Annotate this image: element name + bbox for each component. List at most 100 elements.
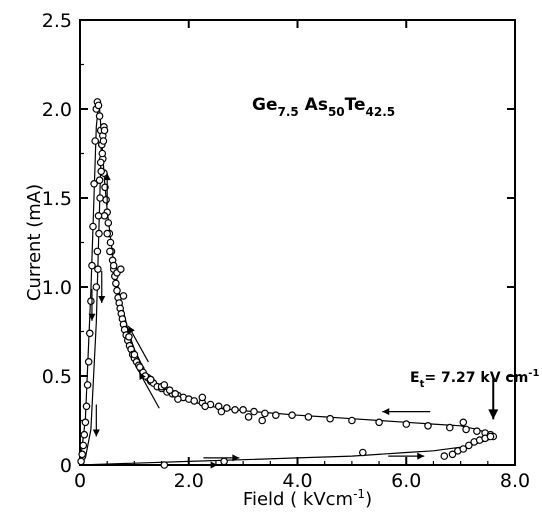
x-axis-label: Field ( kVcm-1) — [243, 487, 372, 510]
data-point — [99, 137, 108, 145]
arrow-head — [98, 296, 106, 303]
y-tick-label: 1.0 — [42, 277, 72, 299]
data-point — [358, 448, 367, 457]
data-point — [82, 402, 91, 411]
data-point — [160, 381, 169, 389]
y-tick-label: 2.0 — [42, 99, 72, 121]
data-point — [89, 222, 97, 231]
data-point — [97, 167, 106, 176]
data-point — [84, 357, 93, 366]
data-point — [88, 261, 96, 270]
data-point — [86, 329, 94, 338]
arrow-head — [417, 452, 425, 460]
data-point — [83, 381, 92, 389]
data-point — [77, 457, 85, 466]
data-point — [326, 414, 334, 423]
data-point — [112, 279, 120, 288]
data-point — [375, 418, 383, 427]
fit-curve-0 — [79, 100, 494, 466]
data-point — [486, 432, 495, 441]
data-point — [288, 411, 296, 420]
data-point — [146, 375, 155, 384]
data-point — [106, 247, 114, 256]
data-point — [201, 402, 209, 411]
data-point — [402, 420, 411, 428]
y-tick-label: 1.5 — [42, 188, 72, 210]
data-point — [258, 416, 267, 425]
data-point — [220, 457, 228, 466]
data-point — [198, 393, 207, 402]
data-point — [91, 137, 100, 145]
data-point — [464, 441, 473, 450]
data-point — [473, 427, 481, 436]
data-point — [348, 416, 356, 425]
data-point — [106, 238, 115, 247]
data-point — [94, 265, 102, 274]
data-point — [223, 404, 231, 412]
data-point — [165, 386, 174, 395]
data-point — [95, 229, 103, 238]
data-point — [95, 176, 104, 185]
arrow-head — [210, 461, 218, 469]
data-point — [113, 286, 121, 295]
data-point — [117, 265, 125, 274]
data-point — [96, 194, 104, 202]
data-point — [244, 413, 253, 421]
data-point — [90, 180, 98, 188]
data-point — [261, 409, 269, 418]
data-point — [104, 219, 113, 227]
data-point — [231, 405, 239, 414]
data-point — [239, 405, 247, 414]
data-point — [109, 261, 118, 270]
arrow-head — [103, 173, 111, 181]
data-point — [95, 112, 104, 120]
data-point — [459, 418, 468, 427]
y-axis-label: Current (mA) — [24, 184, 45, 301]
data-point — [79, 441, 88, 450]
y-tick-label: 2.5 — [42, 10, 72, 32]
arrow-head — [139, 372, 146, 381]
x-tick-label: 0 — [74, 470, 86, 492]
composition-label: Ge7.5 As50Te42.5 — [252, 95, 395, 119]
data-point — [100, 126, 109, 135]
data-point — [130, 350, 139, 359]
arrow-head — [488, 409, 499, 420]
data-point — [87, 297, 95, 306]
data-point — [80, 430, 89, 439]
data-point — [217, 407, 226, 416]
data-point — [119, 292, 128, 300]
data-point — [125, 332, 133, 341]
arrow-head — [92, 429, 100, 437]
x-tick-label: 2.0 — [174, 470, 204, 492]
data-point — [81, 418, 90, 427]
data-point — [440, 452, 449, 460]
data-point — [250, 407, 258, 416]
y-tick-label: 0 — [60, 455, 72, 477]
data-point — [171, 389, 180, 398]
x-tick-label: 4.0 — [282, 470, 312, 492]
x-tick-label: 8.0 — [500, 470, 530, 492]
data-point — [94, 212, 103, 220]
data-point — [459, 445, 468, 453]
data-point — [445, 423, 454, 432]
arrow-head — [128, 325, 135, 334]
y-tick-label: 0.5 — [42, 366, 72, 388]
data-point — [78, 450, 87, 459]
data-point — [136, 363, 144, 371]
arrow-head — [232, 454, 240, 462]
data-point — [96, 158, 105, 167]
data-point — [98, 149, 107, 158]
data-point — [160, 461, 169, 469]
x-tick-label: 6.0 — [391, 470, 421, 492]
data-point — [448, 450, 457, 459]
arrow-head — [88, 313, 96, 321]
data-point — [190, 397, 199, 405]
data-point — [304, 413, 313, 421]
data-point — [94, 101, 103, 110]
plot-frame — [79, 19, 516, 466]
data-point — [103, 229, 112, 238]
data-point — [271, 411, 280, 420]
fit-curve-2 — [79, 437, 494, 466]
data-point — [93, 247, 102, 256]
